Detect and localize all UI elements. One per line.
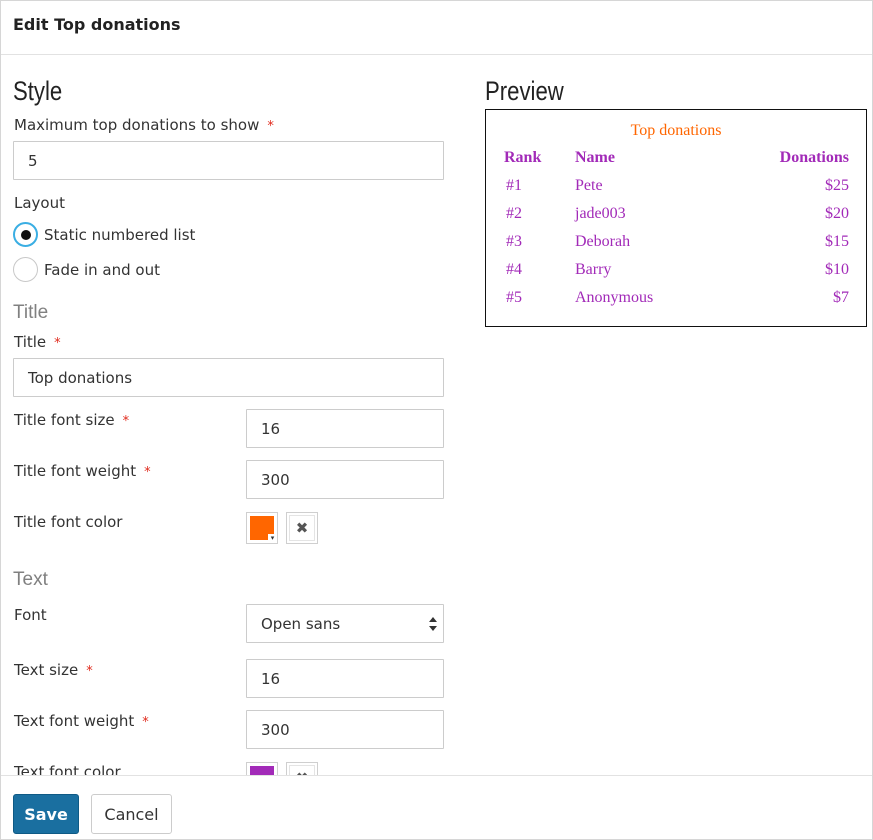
title-font-color-label: Title font color — [14, 513, 123, 531]
radio-static-list[interactable]: Static numbered list — [13, 222, 195, 247]
preview-rank-cell: #2 — [506, 205, 522, 222]
preview-col-name: Name — [575, 149, 615, 166]
radio-checked-icon[interactable] — [13, 222, 38, 247]
title-font-size-value: 16 — [261, 419, 281, 438]
dialog-body[interactable]: Style Maximum top donations to show * 5 L… — [1, 56, 872, 775]
text-font-weight-input[interactable]: 300 — [246, 710, 444, 749]
preview-rank-cell: #1 — [506, 177, 522, 194]
title-color-swatch: ▾ — [250, 516, 277, 543]
radio-static-list-label: Static numbered list — [44, 225, 196, 244]
max-donations-label: Maximum top donations to show * — [14, 116, 274, 134]
title-label: Title * — [14, 333, 61, 351]
text-heading: Text — [13, 569, 48, 590]
title-font-size-label: Title font size * — [14, 411, 129, 429]
max-donations-input[interactable]: 5 — [13, 141, 444, 180]
title-label-text: Title — [14, 333, 47, 351]
title-color-clear-button[interactable]: ✖ — [286, 512, 318, 544]
preview-title: Top donations — [630, 122, 722, 139]
preview-amount-cell: $20 — [825, 205, 849, 222]
text-font-weight-value: 300 — [261, 720, 290, 739]
radio-fade-label: Fade in and out — [44, 260, 160, 279]
font-select[interactable]: Open sans — [246, 604, 444, 643]
preview-rank-cell: #5 — [506, 289, 522, 306]
close-icon: ✖ — [289, 765, 315, 775]
style-heading: Style — [13, 76, 63, 106]
radio-fade[interactable]: Fade in and out — [13, 257, 160, 282]
preview-amount-cell: $15 — [825, 233, 849, 250]
preview-col-rank: Rank — [504, 149, 542, 166]
max-donations-label-text: Maximum top donations to show — [14, 116, 260, 134]
font-select-value: Open sans — [261, 614, 341, 633]
preview-name-cell: Pete — [575, 177, 603, 194]
text-size-label-text: Text size — [14, 661, 79, 679]
title-value: Top donations — [28, 368, 133, 387]
title-heading: Title — [13, 302, 49, 323]
preview-col-donations: Donations — [779, 149, 849, 166]
preview-amount-cell: $25 — [825, 177, 849, 194]
title-input[interactable]: Top donations — [13, 358, 444, 397]
text-color-clear-button[interactable]: ✖ — [286, 762, 318, 775]
close-icon: ✖ — [289, 515, 315, 541]
preview-name-cell: Barry — [575, 261, 612, 278]
preview-amount-cell: $10 — [825, 261, 849, 278]
save-button[interactable]: Save — [13, 794, 79, 834]
dialog-header: Edit Top donations — [1, 1, 872, 55]
font-label: Font — [14, 606, 47, 624]
title-font-weight-input[interactable]: 300 — [246, 460, 444, 499]
preview-panel: Top donations Rank Name Donations #1 Pet… — [485, 109, 867, 327]
required-asterisk: * — [142, 715, 149, 730]
text-font-weight-label-text: Text font weight — [14, 712, 135, 730]
required-asterisk: * — [122, 414, 130, 429]
title-font-size-input[interactable]: 16 — [246, 409, 444, 448]
text-size-value: 16 — [261, 669, 281, 688]
required-asterisk: * — [86, 664, 93, 679]
preview-name-cell: Deborah — [575, 233, 631, 250]
title-font-weight-value: 300 — [261, 470, 290, 489]
preview-rank-cell: #4 — [506, 261, 522, 278]
title-font-weight-label-text: Title font weight — [14, 462, 137, 480]
max-donations-value: 5 — [28, 151, 38, 170]
text-size-input[interactable]: 16 — [246, 659, 444, 698]
preview-name-cell: Anonymous — [575, 289, 654, 306]
title-font-size-label-text: Title font size — [14, 411, 115, 429]
preview-amount-cell: $7 — [833, 289, 849, 306]
title-font-weight-label: Title font weight * — [14, 462, 151, 480]
required-asterisk: * — [144, 465, 151, 480]
text-font-color-label: Text font color — [14, 763, 121, 775]
text-color-swatch: ▾ — [250, 766, 274, 775]
radio-unchecked-icon[interactable] — [13, 257, 38, 282]
preview-name-cell: jade003 — [575, 205, 626, 222]
caret-down-icon: ▾ — [268, 534, 277, 543]
text-color-picker[interactable]: ▾ — [246, 762, 278, 775]
text-size-label: Text size * — [14, 661, 93, 679]
text-font-weight-label: Text font weight * — [14, 712, 149, 730]
select-arrows-icon — [429, 617, 437, 631]
required-asterisk: * — [267, 119, 274, 134]
layout-label: Layout — [14, 194, 65, 212]
cancel-button[interactable]: Cancel — [91, 794, 172, 834]
required-asterisk: * — [54, 336, 61, 351]
preview-heading: Preview — [485, 76, 564, 106]
dialog-footer: Save Cancel — [1, 775, 872, 839]
dialog-title: Edit Top donations — [13, 15, 181, 34]
preview-rank-cell: #3 — [506, 233, 522, 250]
title-color-picker[interactable]: ▾ — [246, 512, 278, 544]
